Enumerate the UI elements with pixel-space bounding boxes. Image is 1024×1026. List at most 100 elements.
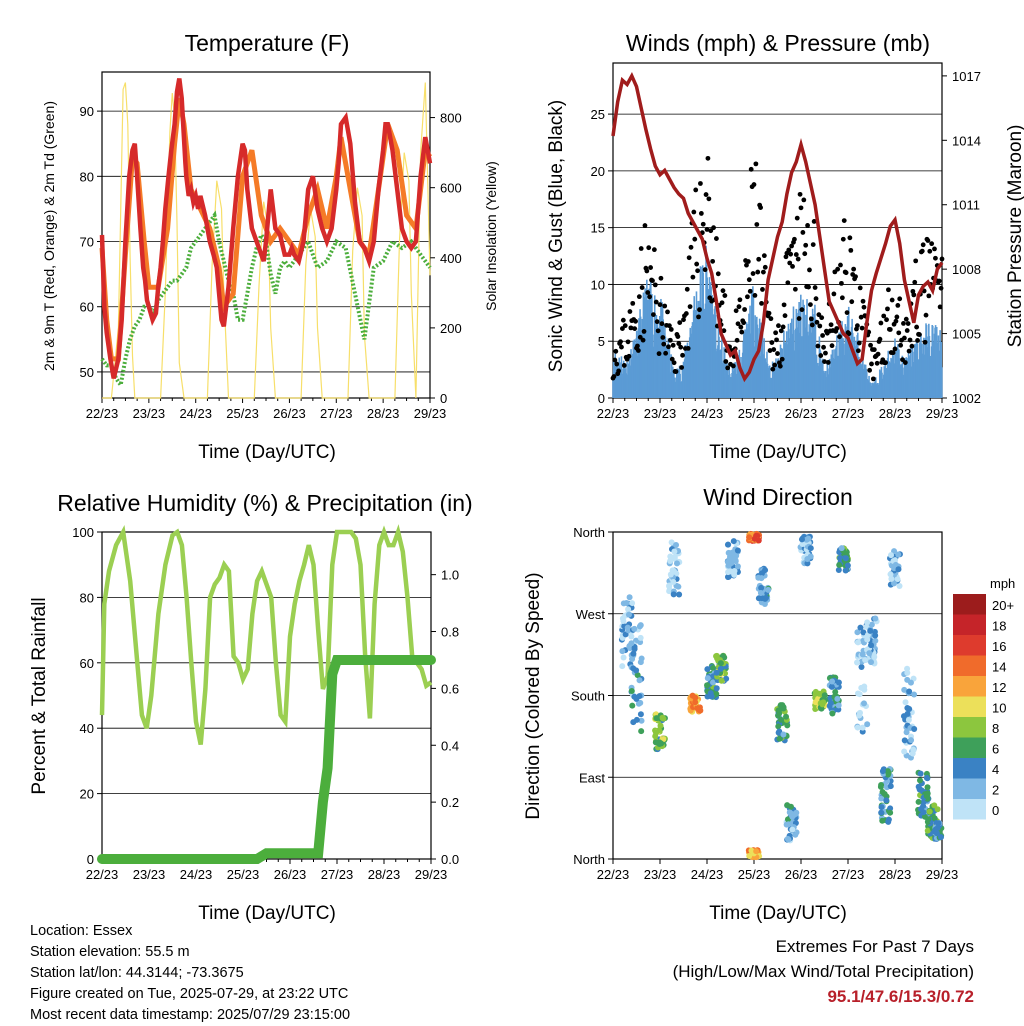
gust-point xyxy=(782,313,788,319)
gust-point xyxy=(625,339,631,345)
gust-point xyxy=(914,324,920,330)
gust-point xyxy=(839,280,844,286)
direction-point xyxy=(887,571,894,578)
direction-point xyxy=(746,534,753,541)
direction-point xyxy=(868,642,875,649)
direction-title: Wind Direction xyxy=(703,484,853,510)
direction-ytick-label: South xyxy=(571,689,605,704)
humidity-ytick-label: 40 xyxy=(80,721,94,736)
temperature-xtick-label: 22/23 xyxy=(86,406,119,421)
gust-point xyxy=(746,277,752,283)
temperature-y2tick-label: 200 xyxy=(440,321,462,336)
gust-point xyxy=(901,321,906,326)
temperature-y2tick-label: 600 xyxy=(440,181,462,196)
direction-point xyxy=(878,795,885,802)
direction-point xyxy=(637,699,644,706)
direction-point xyxy=(637,634,644,641)
gust-point xyxy=(867,367,873,373)
gust-point xyxy=(894,314,900,320)
winds-xtick-label: 28/23 xyxy=(879,406,912,421)
extremes-subtitle: (High/Low/Max Wind/Total Precipitation) xyxy=(672,962,974,981)
gust-point xyxy=(858,314,864,320)
winds-y2tick-label: 1017 xyxy=(952,69,981,84)
gust-point xyxy=(627,309,633,314)
direction-point xyxy=(860,700,867,707)
direction-point xyxy=(785,836,792,843)
gust-point xyxy=(821,344,826,350)
direction-point xyxy=(633,716,640,723)
direction-point xyxy=(670,591,677,598)
gust-point xyxy=(667,337,673,343)
gust-point xyxy=(786,247,792,253)
gust-point xyxy=(662,303,668,309)
direction-point xyxy=(911,691,918,698)
direction-point xyxy=(878,809,885,816)
gust-point xyxy=(878,320,884,326)
gust-point xyxy=(754,222,760,227)
direction-point xyxy=(834,695,841,702)
direction-point xyxy=(723,675,730,682)
direction-point xyxy=(862,657,869,664)
direction-point xyxy=(821,692,828,699)
direction-point xyxy=(816,690,823,697)
direction-point xyxy=(709,679,716,686)
humidity-ytick-label: 100 xyxy=(72,525,94,540)
gust-point xyxy=(788,251,794,257)
direction-point xyxy=(780,731,787,738)
gust-point xyxy=(780,324,786,330)
dewpoint-line xyxy=(100,210,432,391)
winds-ytick-label: 5 xyxy=(598,334,605,349)
gust-point xyxy=(648,265,653,270)
winds-xtick-label: 27/23 xyxy=(832,406,865,421)
gust-point xyxy=(614,361,620,367)
gust-point xyxy=(897,296,903,302)
gust-point xyxy=(806,284,811,290)
direction-point xyxy=(748,847,755,854)
gust-point xyxy=(851,266,857,272)
gust-point xyxy=(645,290,651,295)
direction-panel: Wind Direction NorthEastSouthWestNorth22… xyxy=(523,484,1015,924)
temperature-y2tick-label: 800 xyxy=(440,111,462,126)
gust-point xyxy=(884,317,889,323)
gust-point xyxy=(761,269,766,275)
direction-point xyxy=(628,640,635,647)
temperature-xtick-label: 28/23 xyxy=(367,406,400,421)
winds-xlabel: Time (Day/UTC) xyxy=(709,442,847,463)
temperature-xtick-label: 29/23 xyxy=(414,406,447,421)
gust-point xyxy=(693,187,699,193)
gust-point xyxy=(927,248,933,254)
gust-point xyxy=(801,197,807,203)
direction-point xyxy=(835,702,842,709)
gust-point xyxy=(790,264,795,269)
gust-point xyxy=(938,285,944,291)
humidity-plot-area: 22/23 23/23 24/23 25/23 26/23 27/23 28/23 29/23… xyxy=(72,524,459,882)
direction-point xyxy=(934,824,941,831)
gust-point xyxy=(902,360,908,365)
gust-point xyxy=(798,205,804,211)
temperature-ytick-label: 60 xyxy=(80,300,94,315)
humidity-xtick-label: 23/23 xyxy=(133,867,166,882)
direction-point xyxy=(620,617,627,624)
gust-point xyxy=(652,282,658,288)
temperature-xtick-label: 26/23 xyxy=(273,406,306,421)
temperature-xtick-label: 25/23 xyxy=(226,406,259,421)
humidity-y2tick-label: 0.8 xyxy=(441,625,459,640)
pressure-line xyxy=(611,71,944,383)
gust-point xyxy=(767,348,773,353)
direction-point xyxy=(619,648,626,655)
gust-point xyxy=(895,302,901,308)
direction-point xyxy=(868,659,875,666)
gust-point xyxy=(655,328,661,334)
gust-point xyxy=(856,340,862,346)
gust-point xyxy=(688,244,694,250)
gust-point xyxy=(781,302,787,308)
speed-legend: mph 20+ 18 16 14 12 10 8 6 4 2 0 xyxy=(953,576,1015,820)
direction-xtick-label: 28/23 xyxy=(879,867,912,882)
recent-timestamp: Most recent data timestamp: 2025/07/29 2… xyxy=(30,1007,351,1023)
direction-point xyxy=(829,710,836,717)
gust-point xyxy=(777,363,783,369)
humidity-ytick-label: 60 xyxy=(80,656,94,671)
direction-point xyxy=(866,650,873,657)
direction-point xyxy=(908,737,915,744)
direction-point xyxy=(757,590,764,597)
